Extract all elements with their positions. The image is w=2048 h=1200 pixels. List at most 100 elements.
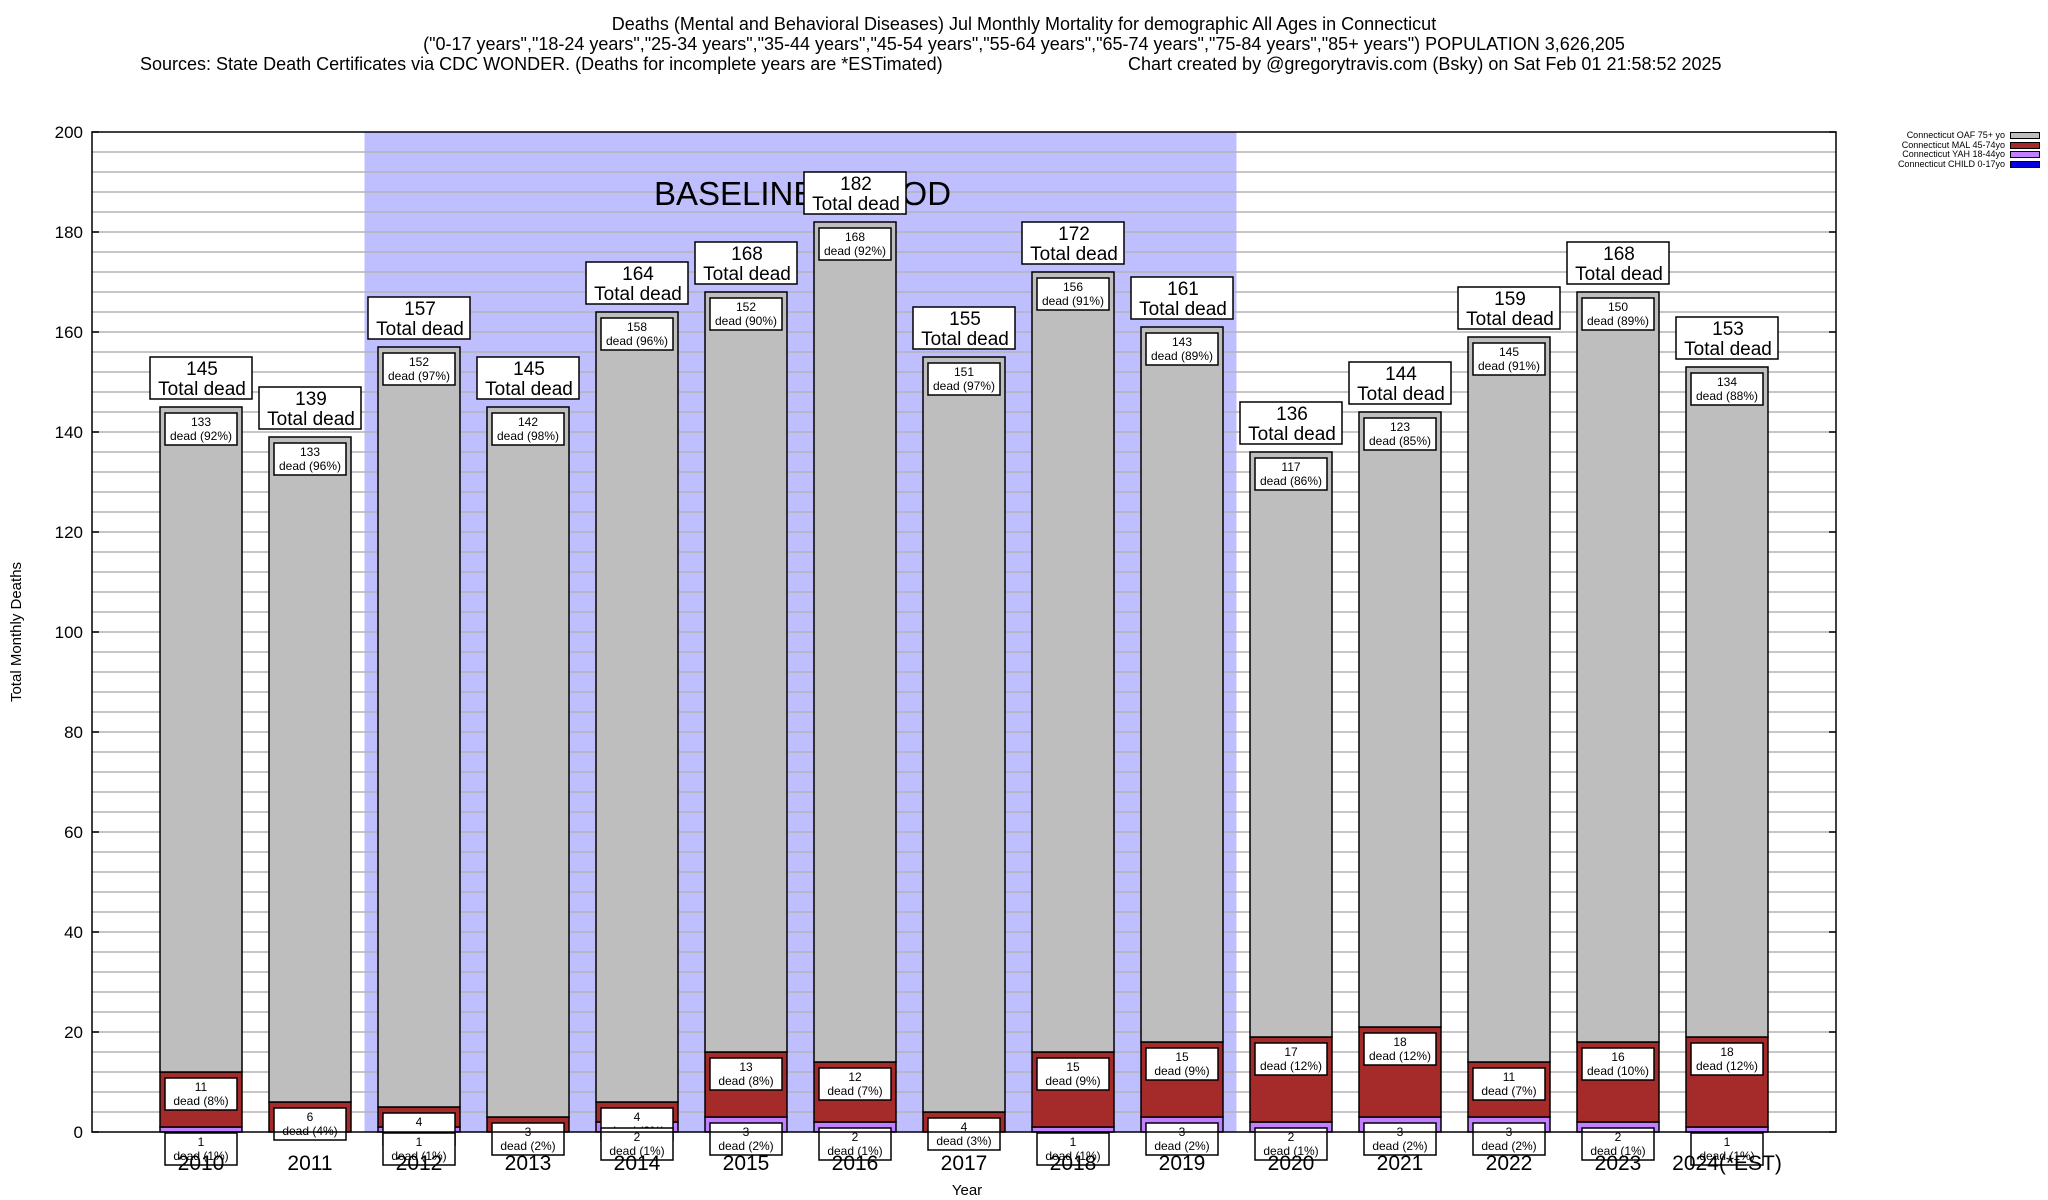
bar-segment	[377, 346, 461, 1108]
bar-segment	[922, 356, 1006, 1113]
total-label-value: 136	[1276, 404, 1308, 425]
total-label-box	[585, 261, 689, 305]
yah-label-value: 1	[198, 1135, 205, 1149]
x-tick-label: 2024(*EST)	[1672, 1152, 1782, 1175]
mal-label-pct: dead (10%)	[1587, 1064, 1649, 1078]
total-label-box	[694, 241, 798, 285]
yah-label-box	[382, 1132, 456, 1166]
mal-label-pct: dead (2%)	[500, 1139, 555, 1153]
oaf-label-value: 156	[1063, 280, 1083, 294]
y-tick-label: 140	[55, 423, 83, 442]
bar-segment	[268, 436, 352, 1103]
oaf-label-box	[273, 442, 347, 476]
chart-credit: Chart created by @gregorytravis.com (Bsk…	[1128, 54, 1722, 74]
total-label-text: Total dead	[812, 194, 900, 215]
total-label-text: Total dead	[1248, 424, 1336, 445]
legend-item: Connecticut OAF 75+ yo	[1860, 130, 2040, 141]
mal-label-pct: dead (8%)	[173, 1094, 228, 1108]
yah-label-pct: dead (1%)	[827, 1144, 882, 1158]
chart-sources: Sources: State Death Certificates via CD…	[140, 54, 943, 74]
mal-label-value: 6	[307, 1110, 314, 1124]
mal-label-box	[818, 1067, 892, 1101]
yah-label-box	[1036, 1132, 1110, 1166]
total-label-text: Total dead	[1684, 339, 1772, 360]
oaf-label-pct: dead (97%)	[388, 369, 450, 383]
bar-segment	[813, 221, 897, 1063]
oaf-label-pct: dead (91%)	[1042, 294, 1104, 308]
total-label-text: Total dead	[921, 329, 1009, 350]
oaf-label-box	[1690, 372, 1764, 406]
yah-label-box	[1145, 1122, 1219, 1156]
total-label-box	[1457, 286, 1561, 330]
oaf-label-pct: dead (92%)	[170, 429, 232, 443]
bar-segment	[704, 291, 788, 1053]
oaf-label-value: 133	[191, 415, 211, 429]
x-tick-label: 2012	[396, 1152, 443, 1175]
oaf-label-pct: dead (92%)	[824, 244, 886, 258]
yah-label-box	[600, 1127, 674, 1161]
total-label-text: Total dead	[158, 379, 246, 400]
x-tick-label: 2019	[1159, 1152, 1206, 1175]
oaf-label-box	[1581, 297, 1655, 331]
legend-swatch	[2010, 151, 2040, 159]
total-label-value: 161	[1167, 279, 1199, 300]
yah-label-pct: dead (2%)	[718, 1139, 773, 1153]
oaf-label-box	[927, 362, 1001, 396]
total-label-text: Total dead	[1139, 299, 1227, 320]
oaf-label-value: 142	[518, 415, 538, 429]
oaf-label-value: 152	[736, 300, 756, 314]
oaf-label-box	[1145, 332, 1219, 366]
legend-label: Connecticut MAL 45-74yo	[1901, 139, 2005, 150]
total-label-value: 164	[622, 264, 654, 285]
oaf-label-pct: dead (90%)	[715, 314, 777, 328]
oaf-label-pct: dead (86%)	[1260, 474, 1322, 488]
legend: Connecticut OAF 75+ yo Connecticut MAL 4…	[1860, 130, 2040, 170]
y-tick-label: 100	[55, 623, 83, 642]
oaf-label-box	[1036, 277, 1110, 311]
oaf-label-value: 145	[1499, 345, 1519, 359]
yah-label-box	[709, 1122, 783, 1156]
mal-label-value: 17	[1284, 1045, 1298, 1059]
mal-label-pct: dead (9%)	[1045, 1074, 1100, 1088]
y-tick-label: 80	[64, 723, 83, 742]
total-label-text: Total dead	[1466, 309, 1554, 330]
x-tick-label: 2017	[941, 1152, 988, 1175]
mal-label-box	[1690, 1042, 1764, 1076]
oaf-label-box	[1472, 342, 1546, 376]
total-label-text: Total dead	[485, 379, 573, 400]
mal-label-box	[273, 1107, 347, 1141]
legend-item: Connecticut CHILD 0-17yo	[1860, 159, 2040, 170]
total-label-text: Total dead	[703, 264, 791, 285]
mal-label-value: 18	[1393, 1035, 1407, 1049]
yah-label-pct: dead (1%)	[1590, 1144, 1645, 1158]
bar-segment	[1358, 411, 1442, 1028]
yah-label-pct: dead (2%)	[1481, 1139, 1536, 1153]
mal-label-box	[1036, 1057, 1110, 1091]
total-label-box	[149, 356, 253, 400]
mal-label-value: 11	[1503, 1070, 1516, 1084]
oaf-label-box	[818, 227, 892, 261]
chart-subtitle: ("0-17 years","18-24 years","25-34 years…	[423, 34, 1625, 54]
yah-label-box	[1690, 1132, 1764, 1166]
mal-label-pct: dead (9%)	[1154, 1064, 1209, 1078]
yah-label-value: 1	[1070, 1135, 1077, 1149]
oaf-label-pct: dead (85%)	[1369, 434, 1431, 448]
mal-label-value: 4	[416, 1115, 423, 1129]
total-label-value: 168	[1603, 244, 1635, 265]
oaf-label-pct: dead (91%)	[1478, 359, 1540, 373]
total-label-value: 157	[404, 299, 436, 320]
yah-label-value: 2	[1288, 1130, 1295, 1144]
yah-label-value: 2	[852, 1130, 859, 1144]
mal-label-value: 4	[961, 1120, 968, 1134]
total-label-value: 145	[513, 359, 545, 380]
x-tick-label: 2014	[614, 1152, 661, 1175]
y-tick-label: 40	[64, 923, 83, 942]
total-label-value: 172	[1058, 224, 1090, 245]
yah-label-pct: dead (1%)	[173, 1149, 228, 1163]
total-label-box	[367, 296, 471, 340]
yah-label-pct: dead (1%)	[391, 1149, 446, 1163]
oaf-label-pct: dead (89%)	[1587, 314, 1649, 328]
mal-label-box	[491, 1122, 565, 1156]
mal-label-value: 11	[195, 1080, 208, 1094]
